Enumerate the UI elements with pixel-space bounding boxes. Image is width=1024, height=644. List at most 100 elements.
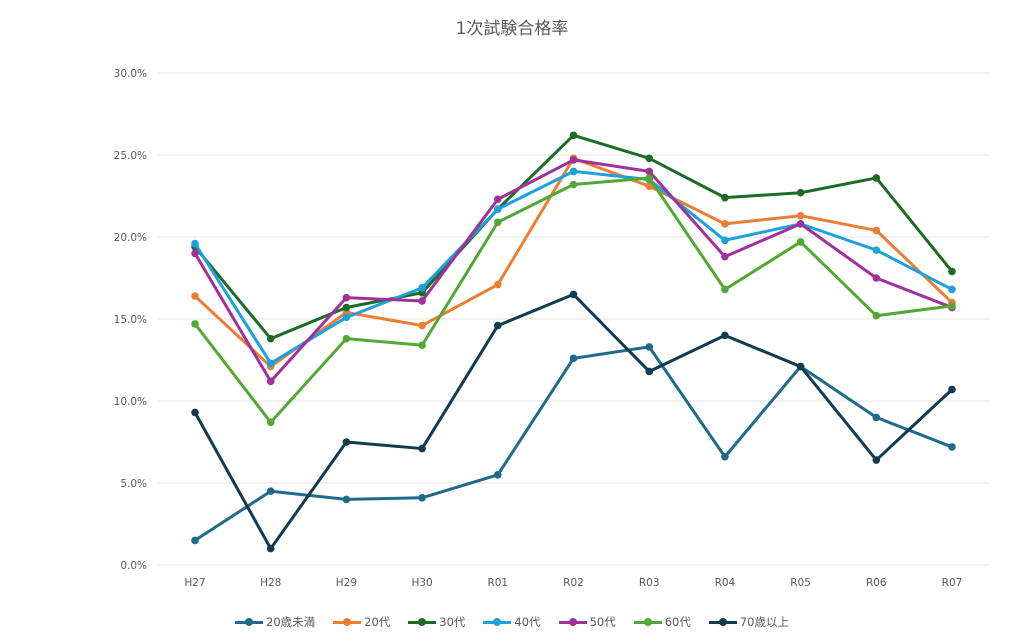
data-point <box>418 297 426 305</box>
data-point <box>569 354 578 363</box>
x-tick-label: R05 <box>790 577 811 589</box>
legend-marker-icon <box>408 617 437 626</box>
data-point <box>872 246 881 254</box>
data-point <box>645 182 653 190</box>
data-point <box>342 313 351 322</box>
legend-item: 40代 <box>483 614 541 630</box>
data-point <box>645 167 653 176</box>
legend-marker-icon <box>235 617 263 626</box>
data-point <box>872 456 881 464</box>
data-point <box>569 290 578 299</box>
data-point <box>721 252 729 261</box>
data-point <box>645 367 653 376</box>
legend-label: 30代 <box>439 615 466 629</box>
series-line-20代 <box>193 156 954 369</box>
data-point <box>796 238 805 246</box>
legend-label: 20歳未満 <box>266 615 316 629</box>
data-point <box>342 495 351 504</box>
x-tick-label: R06 <box>866 577 887 589</box>
data-point <box>948 267 956 276</box>
series-line-20歳未満 <box>194 345 953 542</box>
data-point <box>796 220 805 228</box>
data-point <box>418 341 426 350</box>
x-tick-label: H27 <box>184 577 205 589</box>
data-point <box>191 536 199 545</box>
data-point <box>494 280 502 289</box>
legend: 20歳未満 20代 30代 40代 50代 60代 70歳以上 <box>0 614 1024 630</box>
data-point <box>796 188 805 197</box>
data-point <box>569 131 578 140</box>
x-tick-label: H29 <box>336 577 357 589</box>
data-point <box>494 321 502 330</box>
data-point <box>494 471 502 479</box>
legend-item: 50代 <box>558 614 616 630</box>
legend-marker-icon <box>633 617 662 626</box>
data-point <box>494 218 502 227</box>
legend-label: 20代 <box>364 615 391 629</box>
y-tick-label: 0.0% <box>120 560 147 572</box>
y-tick-label: 5.0% <box>120 478 147 490</box>
data-point <box>418 284 426 292</box>
data-point <box>266 418 275 427</box>
x-tick-label: R03 <box>639 577 660 589</box>
legend-label: 70歳以上 <box>739 615 789 629</box>
data-point <box>494 205 502 213</box>
data-point <box>191 292 199 300</box>
data-point <box>796 211 805 220</box>
data-point <box>266 487 275 496</box>
legend-label: 50代 <box>589 615 616 629</box>
data-point <box>191 408 199 417</box>
data-point <box>948 285 956 294</box>
data-point <box>721 193 729 202</box>
data-point <box>266 377 275 386</box>
data-point <box>872 274 881 282</box>
data-point <box>721 331 729 340</box>
data-point <box>569 180 578 189</box>
data-point <box>342 438 351 446</box>
legend-marker-icon <box>483 617 512 626</box>
data-point <box>872 174 881 182</box>
data-point <box>721 285 729 294</box>
y-tick-label: 10.0% <box>114 396 147 408</box>
data-point <box>418 493 426 502</box>
data-point <box>494 195 502 204</box>
data-point <box>569 167 578 176</box>
data-point <box>266 544 275 553</box>
x-tick-label: R02 <box>563 577 584 589</box>
legend-item: 30代 <box>408 614 465 630</box>
legend-label: 40代 <box>514 615 541 629</box>
data-point <box>342 293 351 302</box>
x-tick-label: R07 <box>942 577 963 589</box>
x-tick-label: R04 <box>715 577 736 589</box>
data-point <box>191 320 199 328</box>
data-point <box>266 359 275 368</box>
data-point <box>645 174 653 182</box>
data-point <box>191 239 199 248</box>
data-point <box>872 226 881 235</box>
series-line-50代 <box>193 158 953 383</box>
data-point <box>872 413 881 422</box>
y-tick-label: 30.0% <box>114 68 147 80</box>
legend-label: 60代 <box>664 615 691 629</box>
data-point <box>721 236 729 245</box>
series-line-40代 <box>193 169 953 365</box>
x-tick-label: R01 <box>487 577 508 589</box>
legend-item: 70歳以上 <box>708 614 789 630</box>
data-point <box>569 156 578 164</box>
data-point <box>645 343 653 351</box>
data-point <box>342 334 351 343</box>
legend-item: 20歳未満 <box>235 614 315 630</box>
y-tick-label: 15.0% <box>114 314 147 326</box>
x-tick-label: H28 <box>260 577 281 589</box>
data-point <box>266 334 275 343</box>
data-point <box>721 452 729 461</box>
data-point <box>418 321 426 330</box>
data-point <box>872 311 881 320</box>
legend-item: 20代 <box>333 614 390 630</box>
data-point <box>418 444 426 453</box>
y-tick-label: 20.0% <box>114 232 147 244</box>
data-point <box>191 249 199 258</box>
data-point <box>342 303 351 312</box>
data-point <box>721 220 729 228</box>
